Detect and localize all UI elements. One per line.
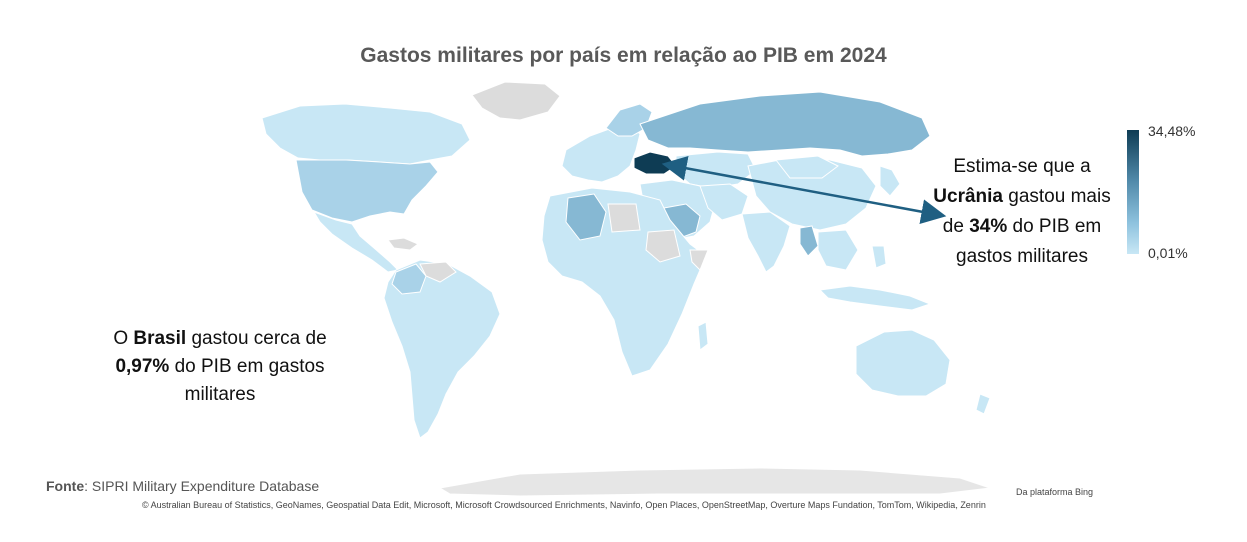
brazil-value: 0,97% [115,356,170,377]
region-central-asia [675,151,757,189]
region-myanmar [799,225,819,257]
ukraine-text-2: gastou mais de [942,186,1111,237]
region-india [741,211,791,273]
region-philippines [871,245,887,269]
legend-max-label: 34,48% [1148,123,1196,139]
ukraine-name: Ucrânia [933,186,1003,207]
region-ukraine [633,151,677,175]
brazil-text-2: gastou cerca de [186,328,327,349]
source-note: Fonte: SIPRI Military Expenditure Databa… [46,478,319,494]
region-new-zealand [975,393,991,415]
region-usa [295,159,439,223]
ukraine-text-1: Estima-se que a [953,156,1091,177]
region-libya [607,203,641,233]
brazil-annotation: O Brasil gastou cerca de 0,97% do PIB em… [100,325,340,409]
region-canada [261,103,471,165]
region-venezuela [419,261,457,283]
region-australia [855,329,951,397]
region-somalia [689,249,709,271]
region-caribbean [387,237,419,251]
ukraine-arrow [661,155,947,225]
ukraine-annotation: Estima-se que a Ucrânia gastou mais de 3… [922,152,1122,272]
region-southeast-asia [817,229,859,271]
bing-attribution: Da plataforma Bing [1016,487,1094,497]
brazil-text-3: do PIB em gastos militares [169,356,325,405]
source-text: : SIPRI Military Expenditure Database [84,478,320,494]
brazil-name: Brasil [133,328,187,349]
region-greenland [471,81,561,121]
brazil-text-1: O [113,328,134,349]
map-credits: © Australian Bureau of Statistics, GeoNa… [142,500,986,510]
legend-min-label: 0,01% [1148,245,1188,261]
region-algeria [565,193,607,241]
region-antarctica [438,467,991,497]
source-label: Fonte [46,478,85,494]
ukraine-text-3: do PIB em gastos militares [956,216,1102,267]
region-indonesia [818,285,932,311]
map-title: Gastos militares por país em relação ao … [360,44,887,67]
ukraine-value: 34% [969,216,1008,237]
region-colombia [391,263,427,295]
region-scandinavia [605,103,653,137]
region-russia [639,91,931,157]
region-south-america [383,259,501,439]
region-japan [879,165,901,197]
legend-color-scale [1127,130,1139,254]
region-madagascar [697,321,709,351]
region-sudan [645,229,681,263]
